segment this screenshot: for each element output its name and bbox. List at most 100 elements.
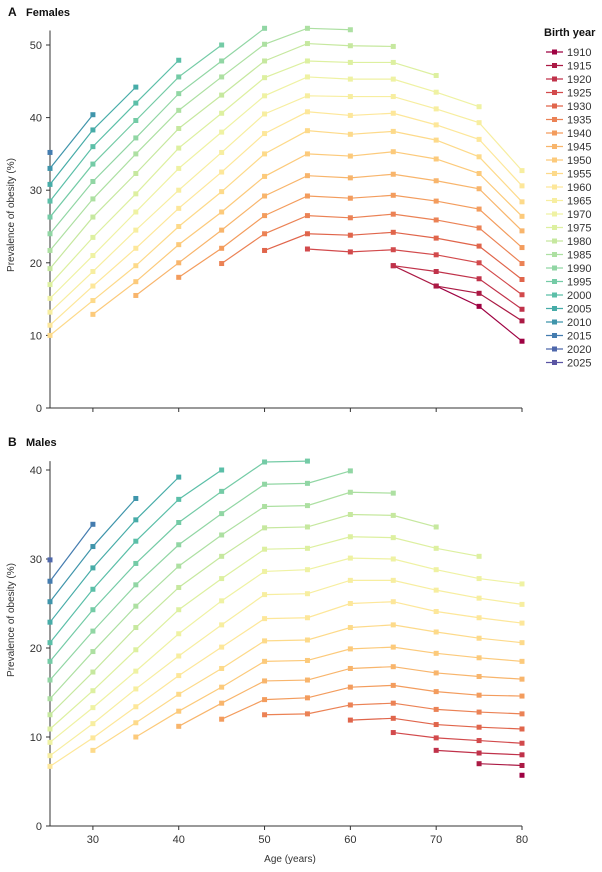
legend-label: 2000	[567, 290, 591, 302]
data-point-1960	[176, 205, 182, 211]
data-point-2000	[133, 100, 139, 106]
data-point-1985	[47, 247, 53, 253]
panel-a-females: A Females Prevalence of obesity (%) 0 10 20 30…	[6, 5, 525, 415]
data-point-1975	[433, 545, 439, 551]
legend-swatch-marker	[552, 171, 557, 176]
legend-swatch-marker	[552, 103, 557, 109]
legend-item-1980: 1980	[546, 236, 591, 248]
data-point-1945	[390, 664, 396, 670]
data-point-1920	[390, 263, 396, 269]
legend-label: 2015	[567, 331, 591, 343]
legend-item-1940: 1940	[546, 128, 591, 140]
data-point-1985	[304, 503, 310, 509]
series-line-2010	[49, 114, 94, 169]
data-point-1990	[176, 91, 182, 97]
series-1935	[219, 211, 525, 267]
data-point-1970	[47, 295, 53, 301]
data-point-1955	[262, 638, 268, 644]
data-point-1945	[304, 173, 310, 179]
data-point-1990	[176, 542, 182, 548]
series-1920	[390, 263, 525, 312]
data-point-1920	[476, 276, 482, 282]
data-point-1935	[304, 213, 310, 219]
data-point-1995	[262, 459, 268, 465]
legend-swatch-marker	[552, 225, 557, 230]
series-1975	[47, 534, 482, 732]
data-point-1955	[390, 622, 396, 628]
legend-title: Birth year	[544, 27, 596, 39]
series-1995	[47, 42, 225, 220]
data-point-2010	[90, 112, 96, 118]
x-tick-label: 40	[173, 834, 185, 846]
data-point-1945	[219, 700, 225, 706]
data-point-1950	[433, 650, 439, 656]
data-point-1940	[519, 693, 525, 699]
data-point-1925	[347, 249, 353, 255]
data-point-1985	[262, 503, 268, 509]
data-point-1950	[519, 658, 525, 664]
data-point-1970	[476, 576, 482, 582]
data-point-1970	[347, 555, 353, 561]
data-point-1980	[47, 266, 53, 272]
series-2000	[47, 57, 182, 204]
data-point-1965	[433, 587, 439, 593]
legend-item-1920: 1920	[546, 74, 591, 86]
data-point-1990	[219, 511, 225, 517]
data-point-1995	[304, 458, 310, 464]
series-line-1965	[49, 579, 523, 757]
data-point-2010	[133, 495, 139, 501]
series-line-1965	[49, 95, 523, 313]
data-point-1950	[90, 311, 96, 317]
data-point-2015	[47, 578, 53, 584]
panel-letter: B	[8, 435, 17, 449]
series-line-1970	[49, 557, 523, 743]
legend-swatch-marker	[552, 319, 557, 325]
data-point-1915	[519, 318, 525, 324]
data-point-1975	[133, 647, 139, 653]
data-point-2000	[90, 144, 96, 150]
legend-label: 1985	[567, 250, 591, 262]
data-point-1945	[176, 260, 182, 266]
data-point-1960	[476, 136, 482, 142]
legend-item-2015: 2015	[546, 331, 591, 343]
data-point-1915	[476, 290, 482, 296]
series-1950	[90, 149, 525, 317]
panel-title: Males	[26, 437, 57, 449]
data-point-1930	[476, 243, 482, 249]
data-point-1970	[433, 567, 439, 573]
data-point-1950	[304, 657, 310, 663]
data-point-1995	[47, 658, 53, 664]
data-point-2005	[90, 565, 96, 571]
legend-label: 1995	[567, 277, 591, 289]
legend-swatch-marker	[552, 63, 557, 68]
data-point-1930	[433, 722, 439, 728]
series-1960	[47, 599, 525, 769]
data-point-1940	[390, 682, 396, 688]
data-point-1950	[133, 734, 139, 740]
series-line-2005	[49, 86, 137, 185]
series-1940	[176, 192, 525, 280]
data-point-1920	[433, 269, 439, 275]
panel-b-males: B Males Prevalence of obesity (%) 0 10 20 30 40…	[6, 435, 528, 846]
data-point-1995	[133, 118, 139, 123]
legend-label: 1960	[567, 182, 591, 194]
x-tick-label: 80	[516, 834, 528, 846]
data-point-1955	[476, 154, 482, 160]
data-point-1960	[219, 169, 225, 175]
data-point-2005	[90, 127, 96, 133]
data-point-1985	[219, 74, 225, 80]
series-line-1955	[49, 130, 523, 336]
series-line-1995	[49, 44, 222, 218]
data-point-1950	[262, 173, 268, 179]
series-2000	[47, 467, 225, 646]
data-point-1960	[90, 283, 96, 289]
data-point-1955	[433, 137, 439, 143]
data-point-1910	[519, 338, 525, 344]
data-point-1975	[219, 576, 225, 582]
data-point-1970	[262, 568, 268, 574]
legend-swatch-marker	[552, 292, 557, 298]
data-point-1955	[433, 629, 439, 635]
series-line-2015	[49, 523, 94, 582]
legend-item-1960: 1960	[546, 182, 591, 194]
y-tick-label: 20	[30, 643, 42, 655]
